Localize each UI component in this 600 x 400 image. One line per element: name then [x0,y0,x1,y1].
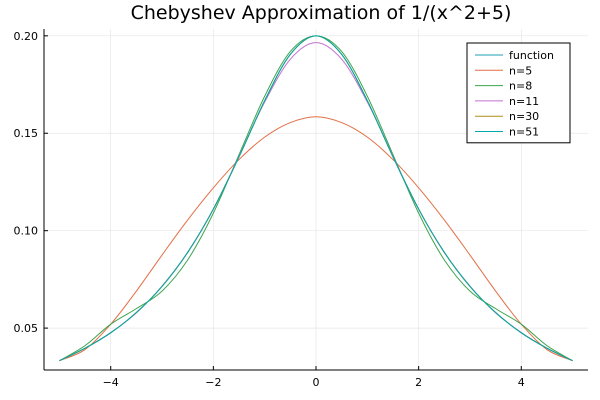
y-tick-label: 0.05 [14,322,39,335]
legend-box [466,42,571,144]
legend-label: n=8 [509,80,532,93]
x-tick-label: 0 [313,376,320,389]
y-tick-label: 0.10 [14,225,39,238]
x-tick-label: −4 [103,376,119,389]
x-tick-label: 2 [415,376,422,389]
series-line-n-51 [59,35,573,362]
legend-label: n=11 [509,95,539,108]
chart-title: Chebyshev Approximation of 1/(x^2+5) [131,2,512,24]
series-line-n-5 [59,116,573,362]
x-tick-label: −2 [205,376,221,389]
y-tick-label: 0.20 [14,30,39,43]
legend-label: function [509,49,554,62]
legend: function n=5 n=8 n=11 n=30 n=51 [466,42,571,144]
series-group [59,35,573,362]
x-axis-ticks: −4 −2 0 2 4 [103,366,525,389]
y-axis-ticks: 0.05 0.10 0.15 0.20 [14,30,48,335]
legend-label: n=5 [509,64,532,77]
y-tick-label: 0.15 [14,127,39,140]
legend-label: n=30 [509,110,539,123]
legend-label: n=51 [509,126,539,139]
x-tick-label: 4 [518,376,525,389]
